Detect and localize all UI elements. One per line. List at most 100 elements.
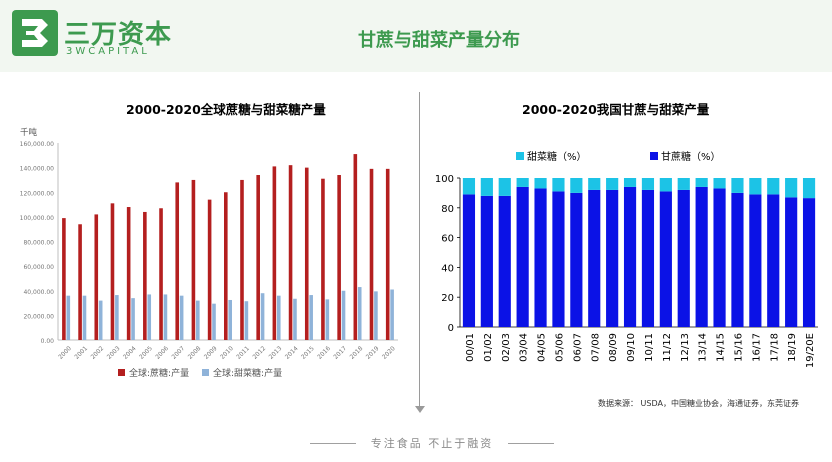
- right-x-tick-label: 09/10: [626, 333, 637, 362]
- right-x-tick-label: 11/12: [662, 333, 673, 362]
- right-x-tick-label: 05/06: [554, 333, 565, 362]
- right-x-tick-label: 03/04: [519, 333, 530, 362]
- cane-bar: [534, 188, 547, 327]
- right-y-tick-label: 100: [435, 174, 454, 185]
- left-x-tick-label: 2014: [284, 345, 300, 361]
- beet-bar: [749, 178, 762, 195]
- beet-bar: [244, 301, 249, 340]
- cane-bar: [462, 194, 476, 327]
- cane-bar: [641, 189, 655, 327]
- slogan-text: 专注食品 不止于融资: [370, 437, 494, 450]
- left-x-tick-label: 2003: [106, 345, 122, 361]
- cane-bar: [175, 182, 180, 340]
- right-x-tick-label: 18/19: [787, 333, 798, 362]
- left-y-tick-label: 100,000.00: [20, 215, 55, 222]
- left-x-tick-label: 2016: [316, 345, 332, 361]
- cane-bar: [321, 178, 325, 340]
- right-x-tick-label: 08/09: [608, 333, 619, 362]
- right-x-tick-label: 16/17: [751, 333, 762, 362]
- left-x-tick-label: 2015: [300, 345, 316, 361]
- beet-bar: [677, 178, 690, 190]
- divider-arrow-icon: [415, 406, 425, 413]
- left-y-tick-label: 160,000.00: [20, 141, 55, 148]
- beet-bar: [276, 295, 281, 340]
- legend-beet-swatch: [202, 369, 209, 376]
- cane-bar: [62, 218, 66, 340]
- left-y-tick-label: 0.00: [41, 338, 55, 345]
- beet-bar: [641, 178, 655, 190]
- left-y-tick-label: 140,000.00: [20, 166, 55, 173]
- beet-bar: [498, 178, 511, 196]
- beet-bar: [785, 178, 798, 198]
- beet-bar: [82, 295, 87, 340]
- page-title: 甘蔗与甜菜产量分布: [358, 30, 520, 51]
- cane-bar: [353, 154, 358, 340]
- beet-bar: [570, 178, 583, 193]
- beet-bar: [357, 287, 362, 340]
- company-logo: 三万资本 3WCAPITAL: [12, 8, 192, 66]
- left-x-tick-label: 2009: [203, 345, 219, 361]
- beet-bar: [462, 178, 476, 195]
- cane-bar: [288, 165, 293, 340]
- legend-beet-label: 甜菜糖（%）: [527, 150, 587, 163]
- left-y-tick-label: 40,000.00: [23, 289, 54, 296]
- cane-bar: [785, 197, 798, 327]
- cane-bar: [767, 194, 780, 327]
- beet-bar: [98, 300, 103, 340]
- beet-bar: [131, 298, 135, 340]
- beet-bar: [731, 178, 744, 193]
- right-y-tick-label: 0: [448, 323, 454, 334]
- cane-bar: [731, 192, 744, 327]
- right-x-tick-label: 02/03: [501, 333, 512, 362]
- left-x-tick-label: 2019: [365, 345, 381, 361]
- beet-bar: [374, 291, 378, 340]
- cane-bar: [94, 214, 99, 340]
- footer-slogan: 专注食品 不止于融资: [310, 435, 554, 451]
- cane-bar: [369, 168, 374, 340]
- cane-bar: [749, 194, 762, 327]
- left-y-tick-label: 20,000.00: [23, 313, 54, 320]
- beet-bar: [480, 178, 493, 196]
- cane-bar: [552, 191, 565, 327]
- cane-bar: [337, 175, 341, 340]
- cane-bar: [240, 179, 244, 340]
- cane-bar: [143, 211, 147, 340]
- cane-bar: [623, 186, 637, 327]
- right-chart-title: 2000-2020我国甘蔗与甜菜产量: [522, 102, 710, 117]
- panel-divider: [419, 92, 420, 410]
- beet-bar: [534, 178, 547, 189]
- cane-bar: [78, 224, 82, 340]
- logo-mark-icon: [12, 10, 58, 56]
- cane-bar: [606, 189, 619, 327]
- cane-bar: [695, 186, 708, 327]
- cane-bar: [304, 167, 309, 340]
- left-x-tick-label: 2005: [138, 345, 154, 361]
- cane-bar: [516, 186, 529, 327]
- left-x-tick-label: 2010: [219, 345, 235, 361]
- left-y-tick-label: 120,000.00: [20, 190, 55, 197]
- right-x-tick-label: 17/18: [769, 333, 780, 362]
- cane-bar: [110, 203, 115, 340]
- right-x-tick-label: 14/15: [716, 333, 727, 362]
- right-x-tick-label: 01/02: [483, 333, 494, 362]
- left-x-tick-label: 2011: [235, 345, 251, 361]
- right-x-tick-label: 04/05: [537, 333, 548, 362]
- right-y-tick-label: 20: [441, 293, 454, 304]
- beet-bar: [767, 178, 780, 195]
- beet-bar: [695, 178, 708, 187]
- beet-bar: [196, 300, 200, 340]
- beet-bar: [606, 178, 619, 190]
- logo-english-text: 3WCAPITAL: [66, 46, 150, 57]
- left-x-tick-label: 2001: [73, 345, 89, 361]
- right-x-tick-label: 15/16: [733, 333, 744, 362]
- china-sugar-stacked-chart: 甜菜糖（%） 甘蔗糖（%） 0 20 40 60 80 100 00/01 01/02 02/03 0…: [435, 150, 818, 368]
- cane-bar: [498, 195, 511, 327]
- beet-bar: [66, 295, 71, 340]
- left-y-tick-label: 60,000.00: [23, 264, 54, 271]
- cane-bar: [802, 198, 816, 327]
- legend-cane-label: 甘蔗糖（%）: [661, 150, 721, 163]
- logo-chinese-text: 三万资本: [64, 20, 173, 50]
- right-x-tick-label: 07/08: [590, 333, 601, 362]
- beet-bar: [341, 290, 346, 340]
- header-bar: 三万资本 3WCAPITAL 甘蔗与甜菜产量分布: [0, 0, 832, 72]
